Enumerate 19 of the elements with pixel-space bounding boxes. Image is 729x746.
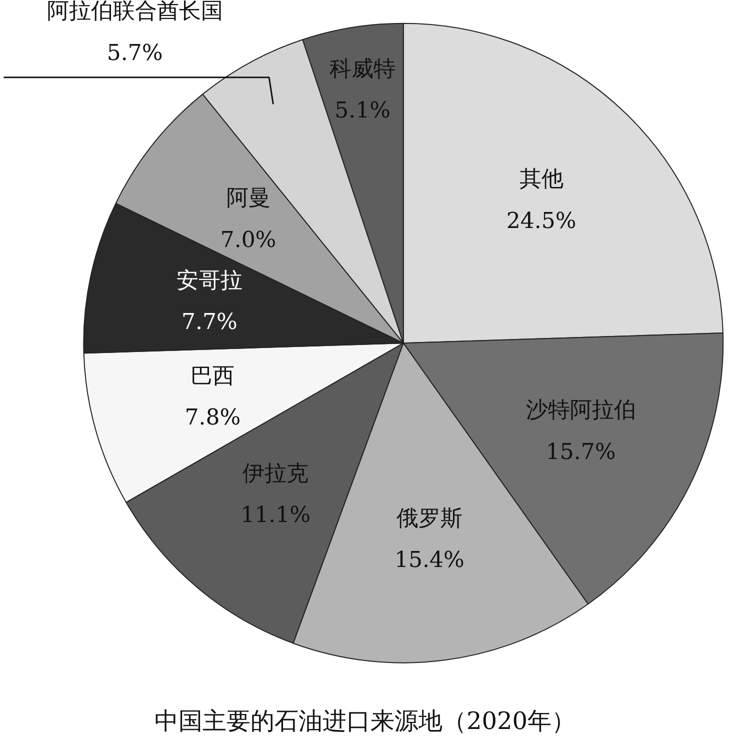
slice-label: 其他 xyxy=(519,167,564,192)
slice-label: 阿曼 xyxy=(226,186,270,212)
data-label: 7.7% xyxy=(182,310,238,335)
slice-label: 阿拉伯联合酋长国 xyxy=(46,0,223,24)
slice-label: 安哥拉 xyxy=(176,268,243,294)
text: 中国主要的石油进口来源地（2020年） xyxy=(154,706,576,735)
slice-label: 巴西 xyxy=(190,364,235,389)
data-label: 15.4% xyxy=(394,548,464,574)
data-label: 24.5% xyxy=(506,208,576,234)
slice-label: 沙特阿拉伯 xyxy=(526,398,636,424)
data-label: 15.7% xyxy=(546,440,616,465)
data-label: 5.7% xyxy=(106,40,163,66)
slice-label: 俄罗斯 xyxy=(396,506,462,532)
slice-label: 科威特 xyxy=(330,56,396,82)
data-label: 7.0% xyxy=(220,228,276,253)
data-label: 5.1% xyxy=(334,98,391,124)
data-label: 11.1% xyxy=(240,503,311,528)
slice-label: 伊拉克 xyxy=(242,462,309,487)
data-label: 7.8% xyxy=(184,406,241,431)
